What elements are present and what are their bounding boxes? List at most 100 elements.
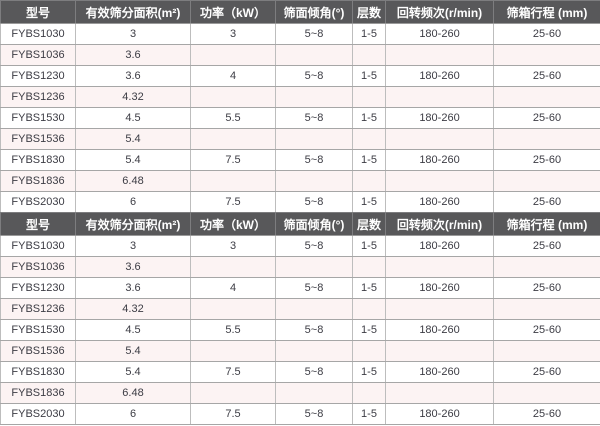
- spec-cell: [275, 382, 353, 404]
- spec-cell: 4.32: [75, 298, 191, 320]
- spec-table-2: 型号 有效筛分面积(m²) 功率（kW） 筛面倾角(°) 层数 回转频次(r/min) 筛箱…: [0, 212, 600, 425]
- spec-cell: [493, 128, 600, 150]
- spec-cell: 180-260: [385, 191, 494, 213]
- model-cell: FYBS1836: [0, 382, 76, 404]
- model-cell: FYBS1536: [0, 128, 76, 150]
- spec-cell: [385, 382, 494, 404]
- spec-cell: 25-60: [493, 149, 600, 171]
- spec-cell: [493, 340, 600, 362]
- spec-cell: 5~8: [275, 403, 353, 425]
- spec-cell: [352, 256, 386, 278]
- spec-cell: 180-260: [385, 65, 494, 87]
- spec-cell: [493, 256, 600, 278]
- spec-cell: 5~8: [275, 65, 353, 87]
- spec-cell: 3: [190, 235, 276, 257]
- spec-cell: [493, 170, 600, 192]
- spec-cell: 1-5: [352, 191, 386, 213]
- spec-cell: 6.48: [75, 382, 191, 404]
- spec-cell: 3: [190, 23, 276, 45]
- spec-cell: 1-5: [352, 403, 386, 425]
- spec-cell: [275, 298, 353, 320]
- spec-table-1: 型号 有效筛分面积(m²) 功率（kW） 筛面倾角(°) 层数 回转频次(r/min) 筛箱…: [0, 0, 600, 213]
- spec-cell: 3.6: [75, 256, 191, 278]
- spec-cell: [275, 170, 353, 192]
- spec-cell: [385, 256, 494, 278]
- model-cell: FYBS1036: [0, 256, 76, 278]
- spec-cell: [493, 382, 600, 404]
- column-header: 层数: [352, 0, 386, 24]
- header-row: 型号 有效筛分面积(m²) 功率（kW） 筛面倾角(°) 层数 回转频次(r/min) 筛箱…: [0, 0, 600, 24]
- spec-cell: 3: [75, 23, 191, 45]
- spec-cell: 25-60: [493, 23, 600, 45]
- spec-cell: [352, 298, 386, 320]
- table-row: FYBS1836 6.48: [0, 170, 600, 192]
- spec-cell: [352, 44, 386, 66]
- spec-cell: 25-60: [493, 319, 600, 341]
- spec-cell: [275, 128, 353, 150]
- spec-cell: 1-5: [352, 107, 386, 129]
- spec-cell: [190, 86, 276, 108]
- spec-cell: [385, 170, 494, 192]
- spec-cell: 5~8: [275, 23, 353, 45]
- spec-cell: [190, 170, 276, 192]
- spec-cell: [352, 382, 386, 404]
- column-header: 层数: [352, 212, 386, 236]
- spec-cell: 5.4: [75, 361, 191, 383]
- spec-cell: 1-5: [352, 319, 386, 341]
- spec-cell: 1-5: [352, 65, 386, 87]
- spec-cell: [190, 382, 276, 404]
- table-row: FYBS2030 6 7.5 5~8 1-5 180-260 25-60: [0, 403, 600, 425]
- spec-cell: [275, 256, 353, 278]
- spec-cell: 1-5: [352, 235, 386, 257]
- spec-cell: 5~8: [275, 191, 353, 213]
- spec-cell: [385, 298, 494, 320]
- spec-cell: [190, 298, 276, 320]
- spec-cell: 5.4: [75, 149, 191, 171]
- spec-cell: [385, 128, 494, 150]
- table-row: FYBS1230 3.6 4 5~8 1-5 180-260 25-60: [0, 277, 600, 299]
- table-body: FYBS1030 3 3 5~8 1-5 180-260 25-60 FYBS1036 3.6 F…: [0, 23, 600, 213]
- spec-cell: 3.6: [75, 277, 191, 299]
- model-cell: FYBS1536: [0, 340, 76, 362]
- spec-cell: 7.5: [190, 361, 276, 383]
- column-header: 功率（kW）: [190, 0, 276, 24]
- model-cell: FYBS1530: [0, 319, 76, 341]
- spec-cell: 25-60: [493, 235, 600, 257]
- table-row: FYBS1030 3 3 5~8 1-5 180-260 25-60: [0, 23, 600, 45]
- model-cell: FYBS2030: [0, 403, 76, 425]
- table-header: 型号 有效筛分面积(m²) 功率（kW） 筛面倾角(°) 层数 回转频次(r/min) 筛箱…: [0, 0, 600, 24]
- spec-cell: 5.4: [75, 340, 191, 362]
- spec-cell: 6.48: [75, 170, 191, 192]
- header-row: 型号 有效筛分面积(m²) 功率（kW） 筛面倾角(°) 层数 回转频次(r/min) 筛箱…: [0, 212, 600, 236]
- spec-cell: 25-60: [493, 403, 600, 425]
- spec-cell: 3.6: [75, 65, 191, 87]
- column-header: 型号: [0, 212, 76, 236]
- spec-cell: [275, 340, 353, 362]
- spec-cell: 180-260: [385, 149, 494, 171]
- column-header: 筛面倾角(°): [275, 212, 353, 236]
- spec-cell: 5~8: [275, 107, 353, 129]
- spec-cell: [352, 128, 386, 150]
- spec-cell: 1-5: [352, 23, 386, 45]
- spec-cell: [385, 340, 494, 362]
- table-header: 型号 有效筛分面积(m²) 功率（kW） 筛面倾角(°) 层数 回转频次(r/min) 筛箱…: [0, 212, 600, 236]
- spec-cell: [493, 44, 600, 66]
- spec-cell: 180-260: [385, 403, 494, 425]
- spec-cell: 25-60: [493, 277, 600, 299]
- column-header: 有效筛分面积(m²): [75, 0, 191, 24]
- spec-cell: 3: [75, 235, 191, 257]
- spec-cell: 180-260: [385, 319, 494, 341]
- table-row: FYBS1236 4.32: [0, 298, 600, 320]
- spec-cell: [190, 44, 276, 66]
- spec-cell: 5~8: [275, 361, 353, 383]
- spec-cell: 3.6: [75, 44, 191, 66]
- spec-cell: 5.4: [75, 128, 191, 150]
- table-row: FYBS1536 5.4: [0, 340, 600, 362]
- spec-cell: [352, 340, 386, 362]
- spec-cell: 1-5: [352, 149, 386, 171]
- spec-cell: 180-260: [385, 107, 494, 129]
- spec-cell: [385, 86, 494, 108]
- spec-cell: [190, 340, 276, 362]
- spec-cell: 4.5: [75, 319, 191, 341]
- spec-cell: 5~8: [275, 277, 353, 299]
